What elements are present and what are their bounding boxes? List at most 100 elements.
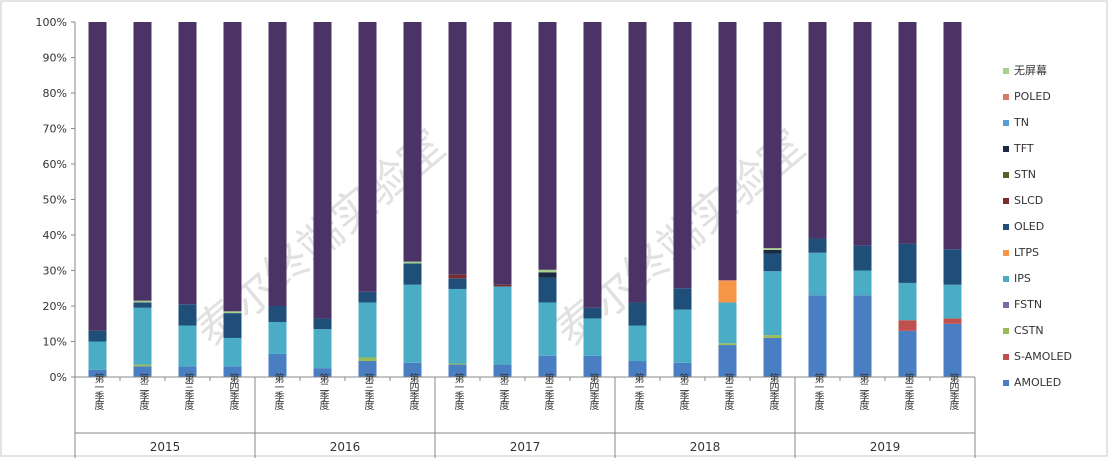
- legend: 无屏幕 POLED TN TFT STN SLCD OLED LTPS IPS FSTN CSTN S…: [1003, 63, 1072, 389]
- bar-segment-remainder: [133, 22, 152, 301]
- bar-segment-oled: [178, 304, 197, 326]
- x-category-label: 第四季度: [227, 372, 239, 411]
- bar-segment-amoled: [808, 295, 827, 377]
- bar-segment-amoled: [133, 366, 152, 377]
- bar-segment-cstn: [358, 357, 377, 362]
- x-category-label: 第四季度: [587, 372, 599, 411]
- bar-segment-amoled: [493, 364, 512, 377]
- bar-segment-amoled: [943, 323, 962, 377]
- bar-segment-ips: [133, 307, 152, 365]
- legend-swatch: [1003, 120, 1009, 126]
- x-category-label: 第一季度: [632, 372, 644, 411]
- bar-segment-amoled: [268, 353, 287, 377]
- legend-swatch: [1003, 328, 1009, 334]
- legend-swatch: [1003, 276, 1009, 282]
- y-axis: 0% 10% 20% 30% 40% 50% 60% 70% 80% 90% 100%: [36, 16, 76, 384]
- legend-label: TFT: [1013, 142, 1034, 155]
- y-tick-label: 70%: [43, 123, 67, 136]
- x-category-label: 第三季度: [722, 372, 734, 411]
- x-category-label: 第二季度: [677, 372, 689, 411]
- y-tick-label: 20%: [43, 300, 67, 313]
- bar-segment-remainder: [898, 22, 917, 244]
- bar-segment-oled: [898, 243, 917, 283]
- bar-segment-ips: [853, 270, 872, 296]
- bar-segment-ips: [673, 309, 692, 363]
- bar-segment-cstn: [763, 335, 782, 338]
- legend-label: AMOLED: [1014, 376, 1061, 389]
- bar-segment-amoled: [223, 366, 242, 377]
- bar-segment-cstn: [133, 364, 152, 367]
- bar-segment-amoled: [403, 362, 422, 377]
- bar-segment-remainder: [88, 22, 107, 331]
- bar-segment-ips: [358, 302, 377, 358]
- bar-segment-ips: [763, 271, 782, 336]
- legend-swatch: [1003, 354, 1009, 360]
- x-category-label: 第二季度: [497, 372, 509, 411]
- x-axis: 第一季度 第二季度 第三季度 第四季度 2015 第一季度 第二季度 第三季度 第四季度 2016…: [74, 372, 976, 458]
- bar-segment-amoled: [898, 330, 917, 377]
- bar-segment-s-amoled: [898, 320, 917, 331]
- bar-segment-oled: [313, 318, 332, 330]
- x-group-label-2016: 2016: [330, 440, 361, 454]
- x-category-label: 第三季度: [362, 372, 374, 411]
- bar-segment-amoled: [178, 366, 197, 377]
- bar-segment-ips: [313, 329, 332, 369]
- bar-segment-oled: [628, 302, 647, 326]
- bar-segment-ips: [538, 302, 557, 356]
- x-group-label-2019: 2019: [870, 440, 901, 454]
- x-category-label: 第四季度: [767, 372, 779, 411]
- x-category-label: 第三季度: [542, 372, 554, 411]
- bar-segment-tft: [763, 249, 782, 254]
- y-tick-label: 50%: [43, 194, 67, 207]
- legend-swatch: [1003, 250, 1009, 256]
- x-category-label: 第一季度: [272, 372, 284, 411]
- bar-segment-remainder: [583, 22, 602, 308]
- bar-segment-amoled: [673, 362, 692, 377]
- bar-segment-amoled: [763, 337, 782, 377]
- bar-segment-amoled: [718, 345, 737, 377]
- bar-segment-ips: [88, 341, 107, 370]
- bar-segment-remainder: [943, 22, 962, 250]
- bar-segment-oled: [88, 330, 107, 342]
- legend-swatch: [1003, 198, 1009, 204]
- bar-segment-amoled: [583, 355, 602, 377]
- legend-label: FSTN: [1014, 298, 1042, 311]
- bar-segment-ips: [943, 284, 962, 319]
- bar-segment-oled: [943, 249, 962, 285]
- bar-segment-oled: [538, 277, 557, 303]
- bar-segment-ips: [808, 252, 827, 296]
- bar-segment-remainder: [313, 22, 332, 319]
- x-category-label: 第一季度: [812, 372, 824, 411]
- bar-segment-oled: [403, 263, 422, 285]
- bar-segment-slcd: [448, 274, 467, 279]
- bar-segment-ips: [268, 321, 287, 354]
- bar-segment-ips: [628, 325, 647, 362]
- bar-segment-ips: [898, 282, 917, 321]
- legend-label: CSTN: [1014, 324, 1044, 337]
- bar-layer: [88, 22, 962, 377]
- x-category-label: 第四季度: [947, 372, 959, 411]
- legend-swatch: [1003, 94, 1009, 100]
- legend-swatch: [1003, 146, 1009, 152]
- x-category-label: 第三季度: [182, 372, 194, 411]
- bar-segment-无屏幕: [403, 261, 422, 264]
- x-category-label: 第四季度: [407, 372, 419, 411]
- bar-segment-remainder: [178, 22, 197, 305]
- bar-segment-oled: [268, 306, 287, 322]
- bar-segment-ips: [448, 288, 467, 364]
- x-category-label: 第二季度: [317, 372, 329, 411]
- y-tick-label: 100%: [36, 16, 67, 29]
- y-tick-label: 0%: [50, 371, 67, 384]
- bar-segment-amoled: [448, 364, 467, 377]
- y-tick-label: 80%: [43, 87, 67, 100]
- x-group-label-2015: 2015: [150, 440, 181, 454]
- x-category-label: 第二季度: [137, 372, 149, 411]
- legend-label: LTPS: [1014, 246, 1039, 259]
- bar-segment-ips: [718, 302, 737, 344]
- y-tick-label: 40%: [43, 229, 67, 242]
- bar-segment-oled: [448, 278, 467, 289]
- bar-segment-remainder: [493, 22, 512, 285]
- bar-segment-poled: [718, 280, 737, 282]
